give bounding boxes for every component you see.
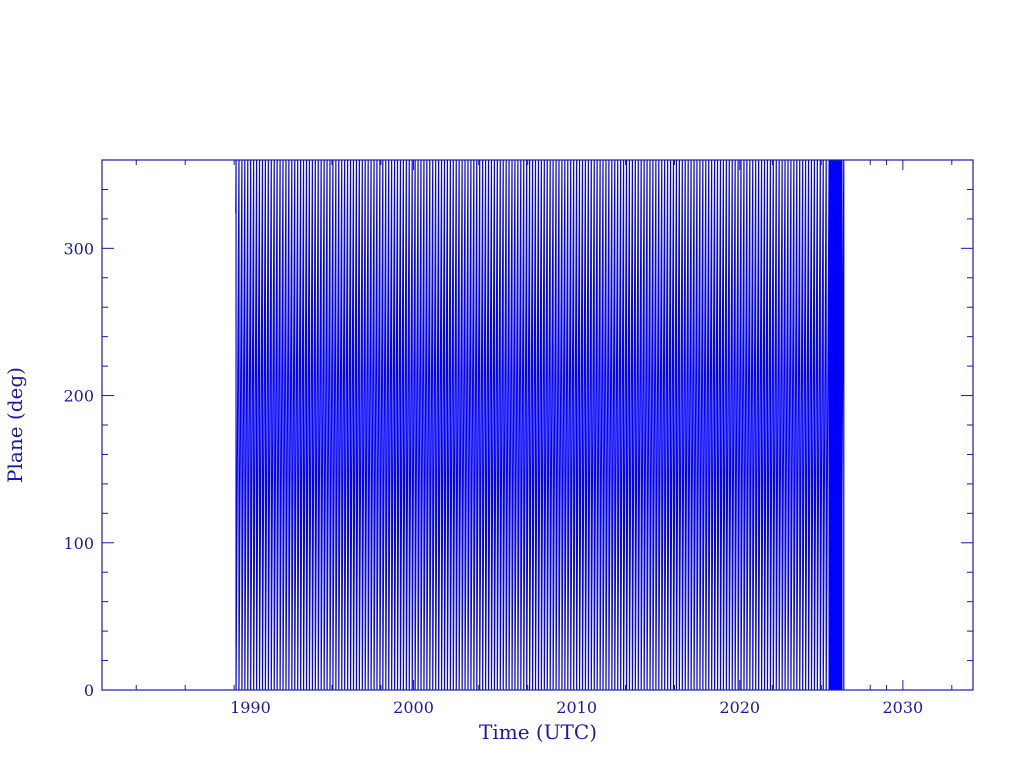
x-tick-label: 2030 [883,698,924,717]
series-line [235,159,845,691]
x-tick-label: 2000 [393,698,434,717]
ticks-layer: 1990 2000 2010 2020 2030 0 100 200 300 [63,160,973,717]
y-tick-label: 0 [84,681,94,700]
x-axis-label: Time (UTC) [479,720,597,744]
x-tick-label: 2010 [556,698,597,717]
y-tick-label: 300 [63,239,94,258]
series-dense-segment [829,160,843,690]
x-tick-label: 1990 [230,698,271,717]
y-axis-label: Plane (deg) [3,367,27,483]
series-layer [235,159,845,691]
y-tick-label: 100 [63,534,94,553]
y-tick-label: 200 [63,387,94,406]
x-tick-label: 2020 [719,698,760,717]
